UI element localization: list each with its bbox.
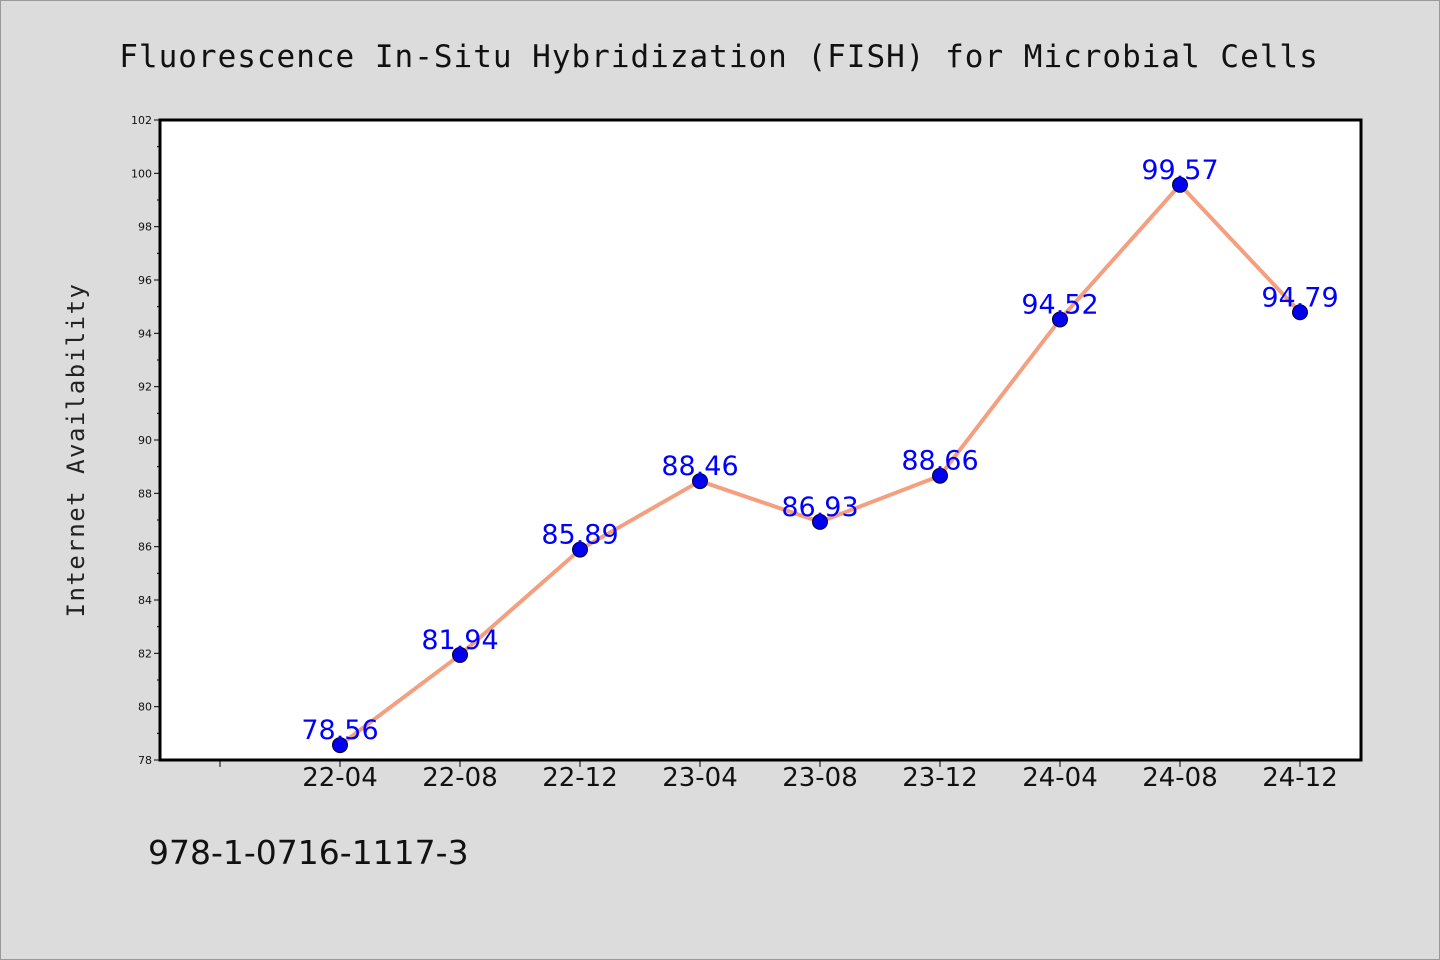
- data-point: [932, 467, 948, 484]
- data-point: [332, 737, 348, 754]
- data-labels: 78.56 81.94 85.89 88.46 86.93 88.66 94.52 99.57…: [301, 155, 1338, 746]
- y-tick-label: 96: [138, 274, 152, 287]
- y-tick-label: 80: [138, 701, 152, 714]
- y-tick-label: 100: [131, 167, 152, 180]
- data-label: 81.94: [421, 625, 498, 656]
- data-label: 78.56: [301, 715, 378, 746]
- y-tick-label: 88: [138, 487, 152, 500]
- y-tick-label: 92: [138, 381, 152, 394]
- chart-title: Fluorescence In-Situ Hybridization (FISH…: [119, 39, 1318, 75]
- y-axis: 78 80 82 84 86 88 90 92 94 96 98 100 102: [131, 114, 160, 767]
- y-tick-label: 90: [138, 434, 152, 447]
- x-tick-label: 22-04: [302, 763, 378, 793]
- data-point: [1292, 304, 1308, 321]
- data-label: 86.93: [781, 492, 858, 523]
- data-label: 94.79: [1261, 282, 1338, 313]
- data-label: 88.66: [901, 446, 978, 477]
- x-tick-label: 24-12: [1262, 763, 1338, 793]
- y-tick-label: 84: [138, 594, 152, 607]
- x-tick-label: 23-08: [782, 763, 858, 793]
- plot-area: [158, 118, 1363, 762]
- data-label: 85.89: [541, 520, 618, 551]
- y-axis-title: Internet Availability: [62, 283, 90, 618]
- y-tick-label: 78: [138, 754, 152, 767]
- isbn-label: 978-1-0716-1117-3: [148, 833, 469, 872]
- data-label: 99.57: [1141, 155, 1218, 186]
- y-tick-label: 102: [131, 114, 152, 127]
- data-point: [692, 473, 708, 490]
- y-tick-label: 82: [138, 647, 152, 660]
- data-label: 94.52: [1021, 289, 1098, 320]
- x-tick-label: 22-12: [542, 763, 618, 793]
- y-tick-label: 94: [138, 327, 152, 340]
- x-tick-label: 22-08: [422, 763, 498, 793]
- data-markers: [332, 176, 1308, 754]
- data-point: [812, 513, 828, 530]
- y-tick-label: 86: [138, 541, 152, 554]
- data-label: 88.46: [661, 451, 738, 482]
- y-tick-label: 98: [138, 221, 152, 234]
- data-point: [452, 646, 468, 663]
- data-point: [572, 541, 588, 558]
- data-point: [1172, 176, 1188, 193]
- x-tick-label: 23-12: [902, 763, 978, 793]
- x-axis: 22-04 22-08 22-12 23-04 23-08 23-12 24-04 24-08…: [219, 760, 1338, 793]
- x-tick-label: 23-04: [662, 763, 738, 793]
- x-tick-label: 24-04: [1022, 763, 1098, 793]
- data-point: [1052, 311, 1068, 328]
- x-tick-label: 24-08: [1142, 763, 1218, 793]
